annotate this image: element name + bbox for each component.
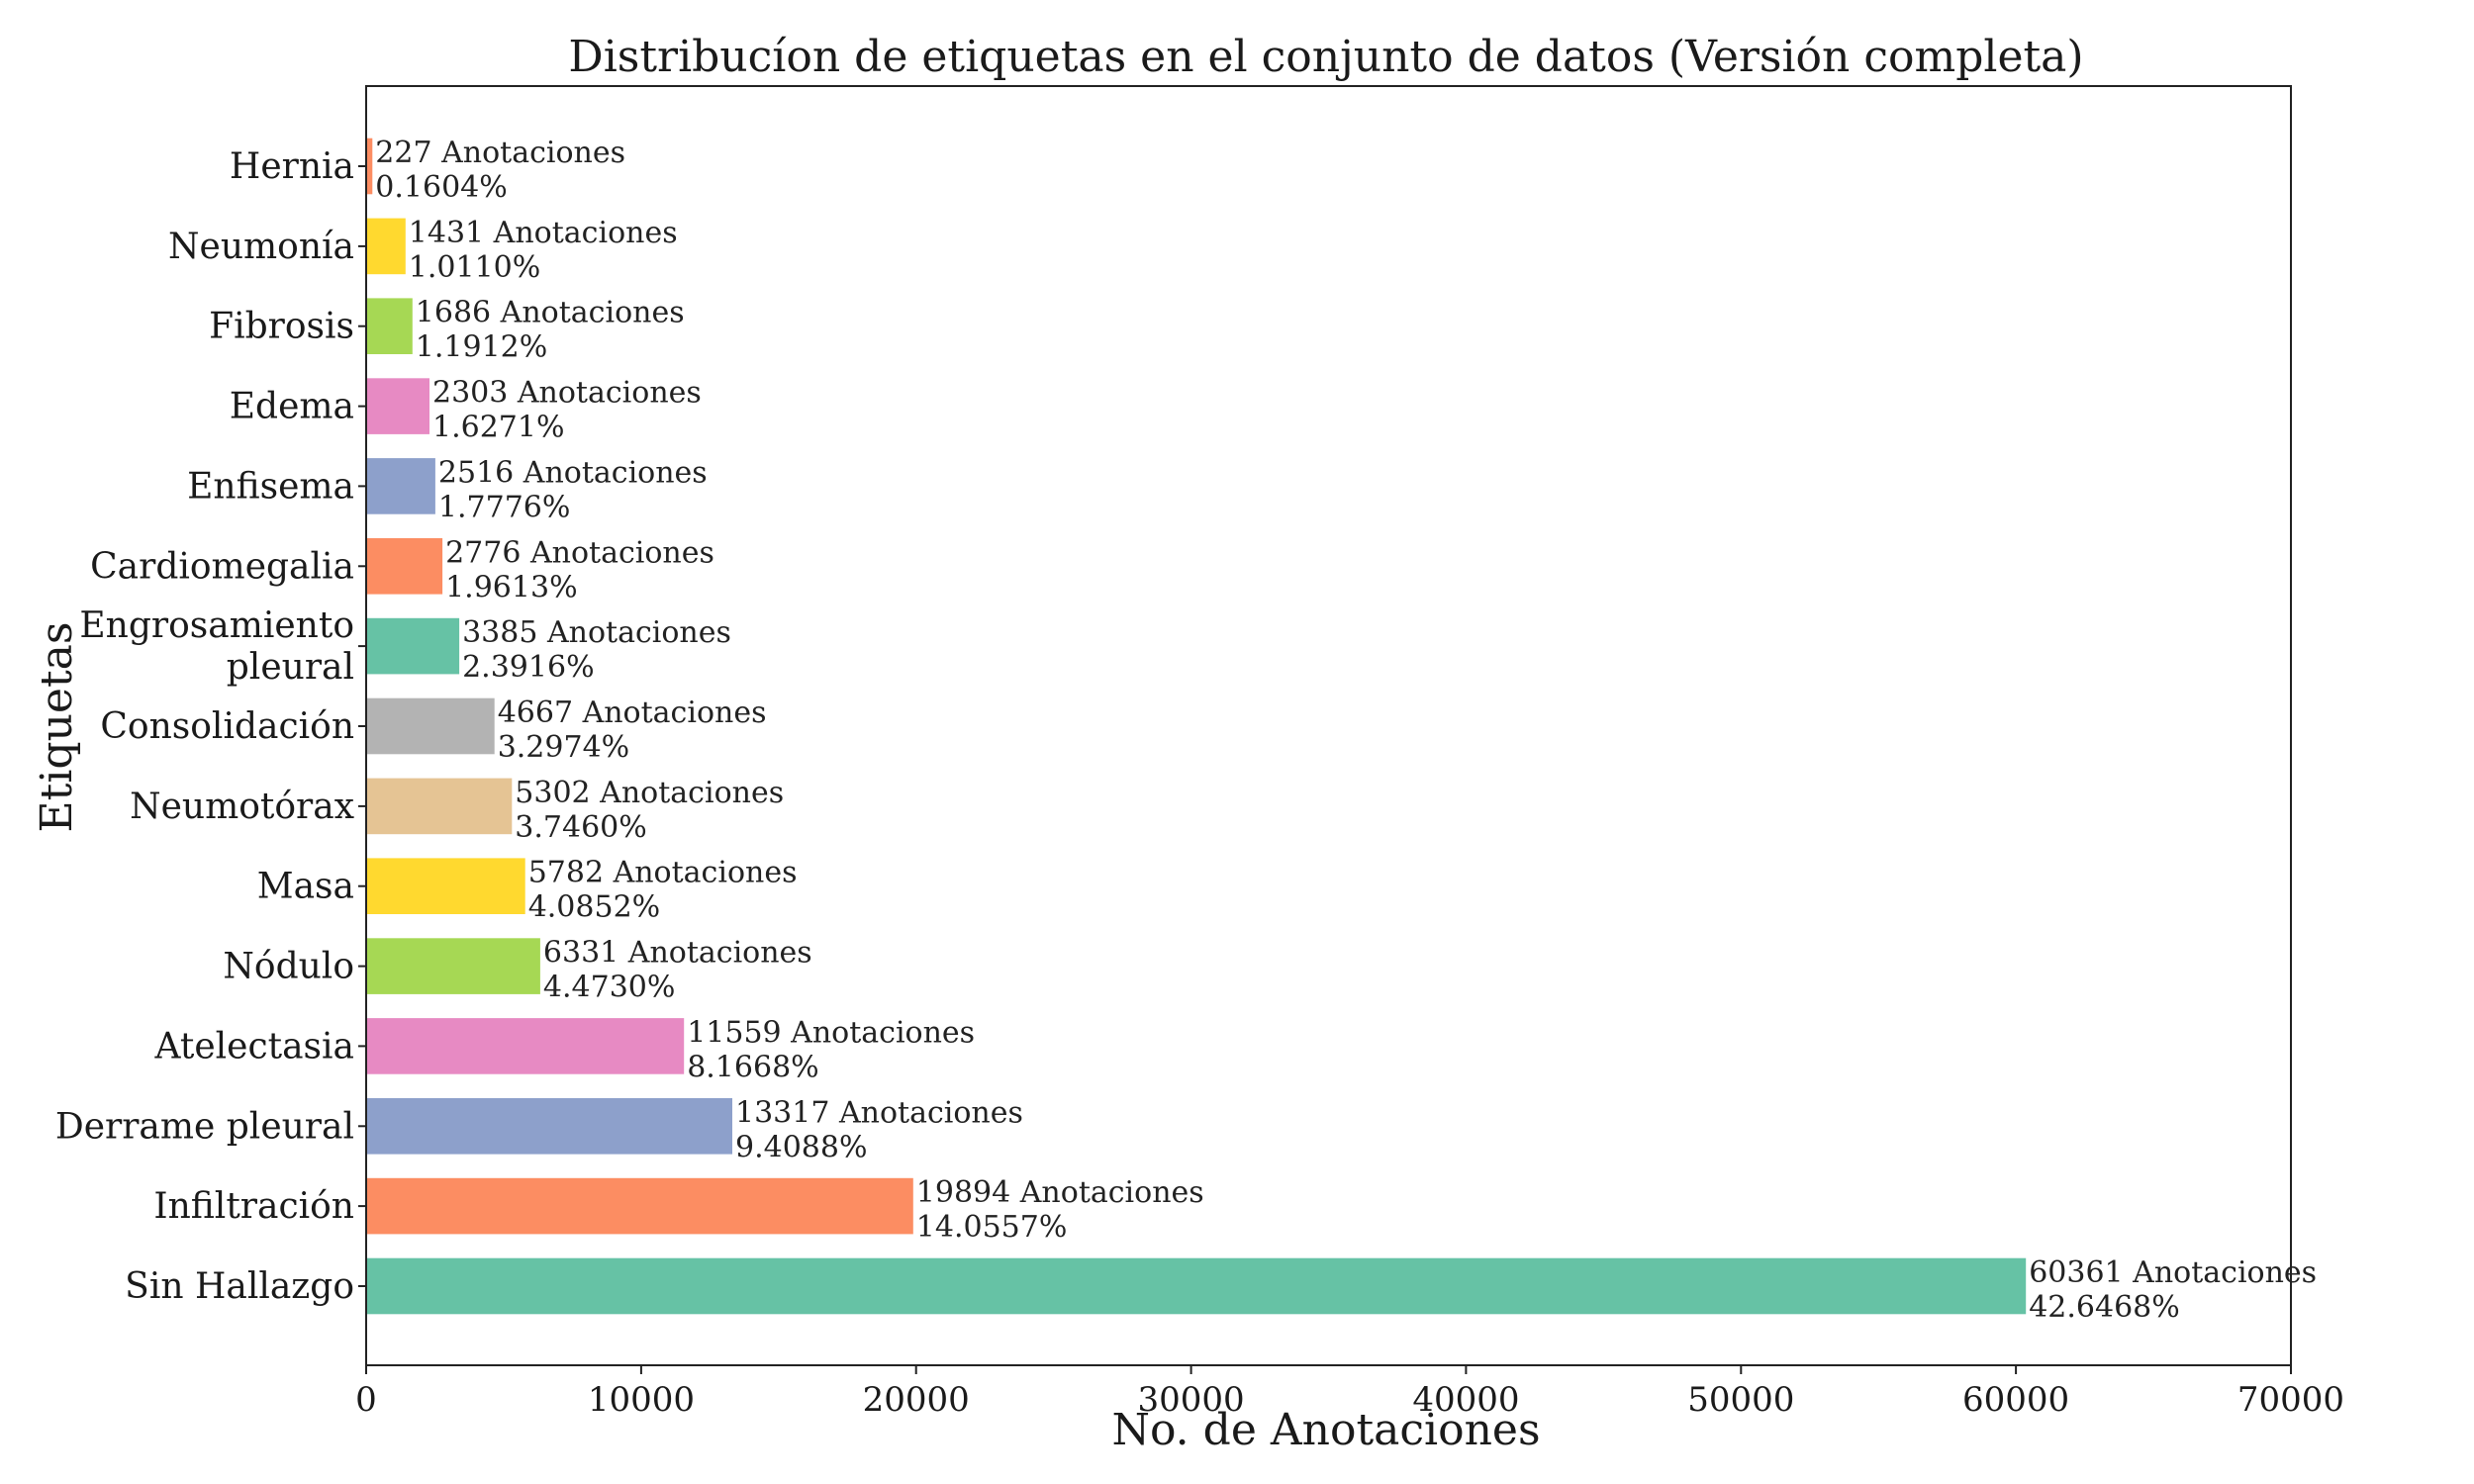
category-label: Atelectasia <box>154 1026 355 1067</box>
bar <box>366 538 443 595</box>
category-label: Fibrosis <box>209 307 354 347</box>
x-tick-label: 0 <box>355 1380 377 1420</box>
bar <box>366 697 495 755</box>
bar <box>366 858 525 914</box>
x-tick-label: 30000 <box>1138 1380 1245 1420</box>
bars-layer <box>366 138 2027 1315</box>
bar-count-label: 60361 Anotaciones <box>2029 1255 2317 1290</box>
bar <box>366 298 413 354</box>
bar-percent-label: 42.6468% <box>2029 1290 2180 1325</box>
plot-frame <box>365 85 2292 1366</box>
x-tick-label: 10000 <box>588 1380 695 1420</box>
chart-title: Distribucíon de etiquetas en el conjunto… <box>568 32 2083 82</box>
category-label: Neumonía <box>168 227 354 267</box>
category-label: Neumotórax <box>130 787 354 827</box>
bar-percent-label: 9.4088% <box>735 1130 867 1164</box>
bar <box>366 1018 685 1074</box>
bar <box>366 1257 2027 1315</box>
bar-count-label: 13317 Anotaciones <box>735 1095 1023 1130</box>
x-tick-label: 70000 <box>2237 1380 2344 1420</box>
x-axis-title: No. de Anotaciones <box>1111 1405 1540 1455</box>
bar <box>366 218 406 275</box>
bar <box>366 617 460 675</box>
bar-count-label: 2516 Anotaciones <box>438 455 708 490</box>
bar-count-label: 2303 Anotaciones <box>432 376 702 411</box>
bar <box>366 378 429 434</box>
x-tick-label: 40000 <box>1412 1380 1519 1420</box>
x-tick-label: 60000 <box>1962 1380 2069 1420</box>
x-ticks-layer: 0 10000 20000 30000 40000 50000 60000 70000 <box>355 1365 2344 1420</box>
bar-percent-label: 1.0110% <box>409 250 540 285</box>
bar-count-label: 1431 Anotaciones <box>409 216 678 250</box>
category-label: pleural <box>227 647 354 688</box>
category-label: Sin Hallazgo <box>125 1266 354 1307</box>
bar <box>366 938 540 994</box>
bar-count-label: 6331 Anotaciones <box>543 936 812 971</box>
category-label: Cardiomegalia <box>90 546 354 587</box>
bar <box>366 138 373 195</box>
bar <box>366 458 435 514</box>
bar-count-label: 5302 Anotaciones <box>515 776 784 810</box>
category-label: Engrosamiento <box>79 605 354 646</box>
bar-percent-label: 1.7776% <box>438 490 570 524</box>
category-label: Masa <box>257 867 354 907</box>
bar-count-label: 4667 Anotaciones <box>498 696 767 730</box>
bar-percent-label: 3.2974% <box>498 730 629 765</box>
bar-percent-label: 1.6271% <box>432 411 564 445</box>
bar <box>366 1177 913 1235</box>
bar-count-label: 3385 Anotaciones <box>462 615 731 650</box>
bar-count-label: 1686 Anotaciones <box>416 296 685 330</box>
bar-count-label: 2776 Anotaciones <box>445 535 714 570</box>
bar-count-label: 19894 Anotaciones <box>916 1175 1204 1210</box>
bar-percent-label: 1.9613% <box>445 570 577 604</box>
bar-percent-label: 4.4730% <box>543 971 675 1005</box>
bar-percent-label: 1.1912% <box>416 330 547 365</box>
category-label: Consolidación <box>100 706 354 747</box>
bar-percent-label: 2.3916% <box>462 650 594 685</box>
bar-percent-label: 0.1604% <box>375 170 507 205</box>
category-labels-layer: Hernia Neumonía Fibrosis Edema Enfisema Cardi… <box>55 146 366 1307</box>
bar <box>366 1098 732 1155</box>
bar-count-label: 227 Anotaciones <box>375 136 625 170</box>
bar-count-label: 5782 Anotaciones <box>528 856 798 890</box>
category-label: Edema <box>230 387 354 427</box>
bar-percent-label: 4.0852% <box>528 890 660 925</box>
bar-percent-label: 3.7460% <box>515 810 646 845</box>
y-axis-title: Etiquetas <box>32 622 82 833</box>
category-label: Nódulo <box>223 947 354 987</box>
category-label: Enfisema <box>187 466 354 507</box>
category-label: Infiltración <box>153 1186 354 1227</box>
category-label: Derrame pleural <box>55 1106 354 1147</box>
x-tick-label: 50000 <box>1687 1380 1794 1420</box>
bar-percent-label: 8.1668% <box>687 1050 818 1084</box>
bar-percent-label: 14.0557% <box>916 1210 1068 1245</box>
x-tick-label: 20000 <box>863 1380 970 1420</box>
bar-count-label: 11559 Anotaciones <box>687 1015 975 1050</box>
bar <box>366 778 513 835</box>
category-label: Hernia <box>230 146 354 187</box>
